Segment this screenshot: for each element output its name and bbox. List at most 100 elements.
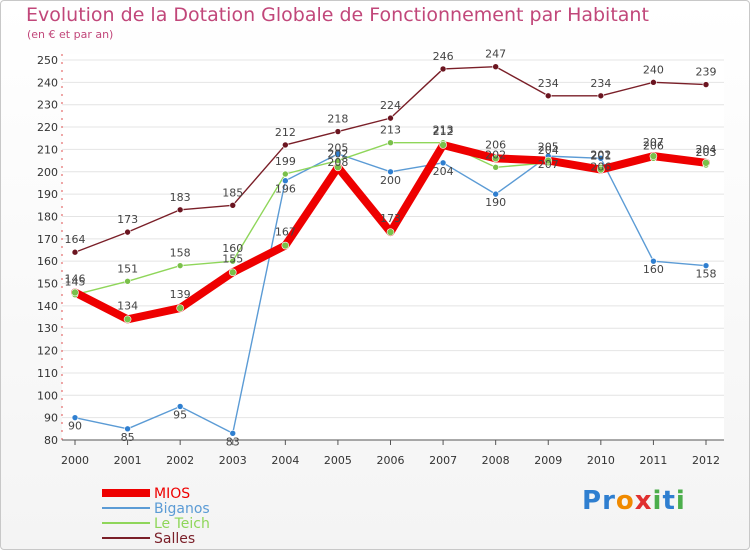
data-point-mios [702, 159, 710, 167]
y-tick-label: 180 [37, 210, 58, 223]
data-label-le-teich: 158 [170, 247, 191, 260]
data-label-salles: 246 [433, 50, 454, 63]
data-label-mios: 155 [222, 252, 243, 265]
x-tick-label: 2011 [639, 454, 667, 467]
data-label-biganos: 190 [485, 196, 506, 209]
x-tick-label: 2008 [482, 454, 510, 467]
y-tick-label: 120 [37, 345, 58, 358]
data-label-mios: 173 [380, 212, 401, 225]
data-point-biganos [282, 177, 289, 185]
legend-label-le-teich: Le Teich [154, 516, 210, 532]
x-tick-label: 2005 [324, 454, 352, 467]
data-point-salles [544, 92, 552, 100]
data-point-le-teich [387, 139, 394, 147]
data-point-salles [439, 65, 447, 73]
data-label-le-teich: 213 [433, 124, 454, 137]
data-point-biganos [124, 425, 131, 433]
x-tick-label: 2003 [219, 454, 247, 467]
logo-letter: P [582, 486, 603, 516]
data-label-biganos: 200 [380, 174, 401, 187]
data-label-salles: 224 [380, 99, 401, 112]
data-label-salles: 234 [590, 77, 611, 90]
data-label-mios: 202 [327, 147, 348, 160]
y-tick-label: 220 [37, 121, 58, 134]
y-tick-label: 210 [37, 143, 58, 156]
y-tick-label: 250 [37, 54, 58, 67]
data-label-salles: 212 [275, 126, 296, 139]
data-label-biganos: 90 [68, 420, 82, 433]
data-label-mios: 205 [538, 141, 559, 154]
logo-letter: t [662, 486, 676, 516]
data-point-mios [71, 288, 79, 297]
data-label-le-teich: 160 [222, 242, 243, 255]
data-label-le-teich: 202 [590, 148, 611, 161]
data-point-le-teich [176, 262, 184, 269]
data-label-mios: 204 [696, 143, 717, 156]
data-point-biganos [229, 429, 237, 437]
data-label-mios: 207 [643, 136, 664, 149]
data-label-biganos: 83 [226, 435, 240, 448]
data-point-salles [387, 114, 394, 122]
data-point-mios [386, 228, 395, 236]
y-tick-label: 240 [37, 76, 58, 89]
x-tick-label: 2007 [429, 454, 457, 467]
y-tick-label: 110 [37, 367, 58, 380]
y-tick-label: 80 [44, 434, 58, 447]
data-point-mios [491, 154, 500, 163]
data-point-salles [597, 92, 605, 100]
data-point-mios [281, 241, 290, 250]
data-point-biganos [387, 168, 394, 176]
data-point-mios [597, 165, 605, 174]
data-point-le-teich [282, 170, 289, 178]
data-label-salles: 240 [643, 63, 664, 76]
data-point-biganos [702, 262, 710, 269]
data-label-biganos: 208 [327, 156, 348, 169]
data-point-le-teich [229, 257, 237, 265]
data-label-mios: 206 [485, 138, 506, 151]
logo-letter: o [615, 486, 635, 516]
x-tick-label: 2012 [692, 454, 720, 467]
y-tick-label: 150 [37, 278, 58, 291]
data-label-mios: 212 [433, 125, 454, 138]
data-label-mios: 146 [65, 272, 86, 285]
data-label-le-teich: 203 [696, 146, 717, 159]
data-label-mios: 139 [170, 288, 191, 301]
data-label-le-teich: 205 [327, 142, 348, 155]
data-point-salles [702, 81, 710, 88]
data-point-mios [649, 152, 658, 160]
data-point-salles [650, 79, 657, 86]
x-tick-label: 2006 [377, 454, 405, 467]
data-point-mios [334, 163, 342, 172]
chart-title: Evolution de la Dotation Globale de Fonc… [26, 4, 649, 26]
data-label-mios: 167 [275, 226, 296, 239]
data-point-salles [492, 63, 499, 71]
data-label-biganos: 95 [173, 408, 187, 421]
data-point-le-teich [492, 163, 499, 171]
data-label-biganos: 204 [433, 165, 454, 178]
chart-subtitle: (en € et par an) [27, 28, 114, 41]
data-label-le-teich: 199 [275, 155, 296, 168]
data-label-salles: 247 [485, 48, 506, 61]
data-label-le-teich: 145 [65, 276, 86, 289]
data-label-mios: 201 [590, 150, 611, 163]
logo-letter: x [634, 486, 653, 516]
data-label-biganos: 158 [696, 268, 717, 281]
data-label-biganos: 206 [590, 160, 611, 173]
data-label-biganos: 85 [121, 431, 135, 444]
data-label-salles: 218 [327, 113, 348, 126]
legend-label-biganos: Biganos [154, 501, 210, 517]
data-label-salles: 239 [696, 66, 717, 79]
x-tick-label: 2002 [166, 454, 194, 467]
legend-label-salles: Salles [154, 531, 195, 547]
data-point-salles [176, 206, 184, 214]
data-point-biganos [71, 414, 79, 421]
y-tick-label: 140 [37, 300, 58, 313]
data-label-mios: 134 [117, 299, 138, 312]
data-point-salles [229, 201, 237, 209]
data-label-salles: 185 [222, 186, 243, 199]
data-point-mios [123, 315, 132, 324]
data-point-mios [228, 268, 237, 277]
x-tick-label: 2001 [114, 454, 142, 467]
data-label-le-teich: 202 [485, 148, 506, 161]
